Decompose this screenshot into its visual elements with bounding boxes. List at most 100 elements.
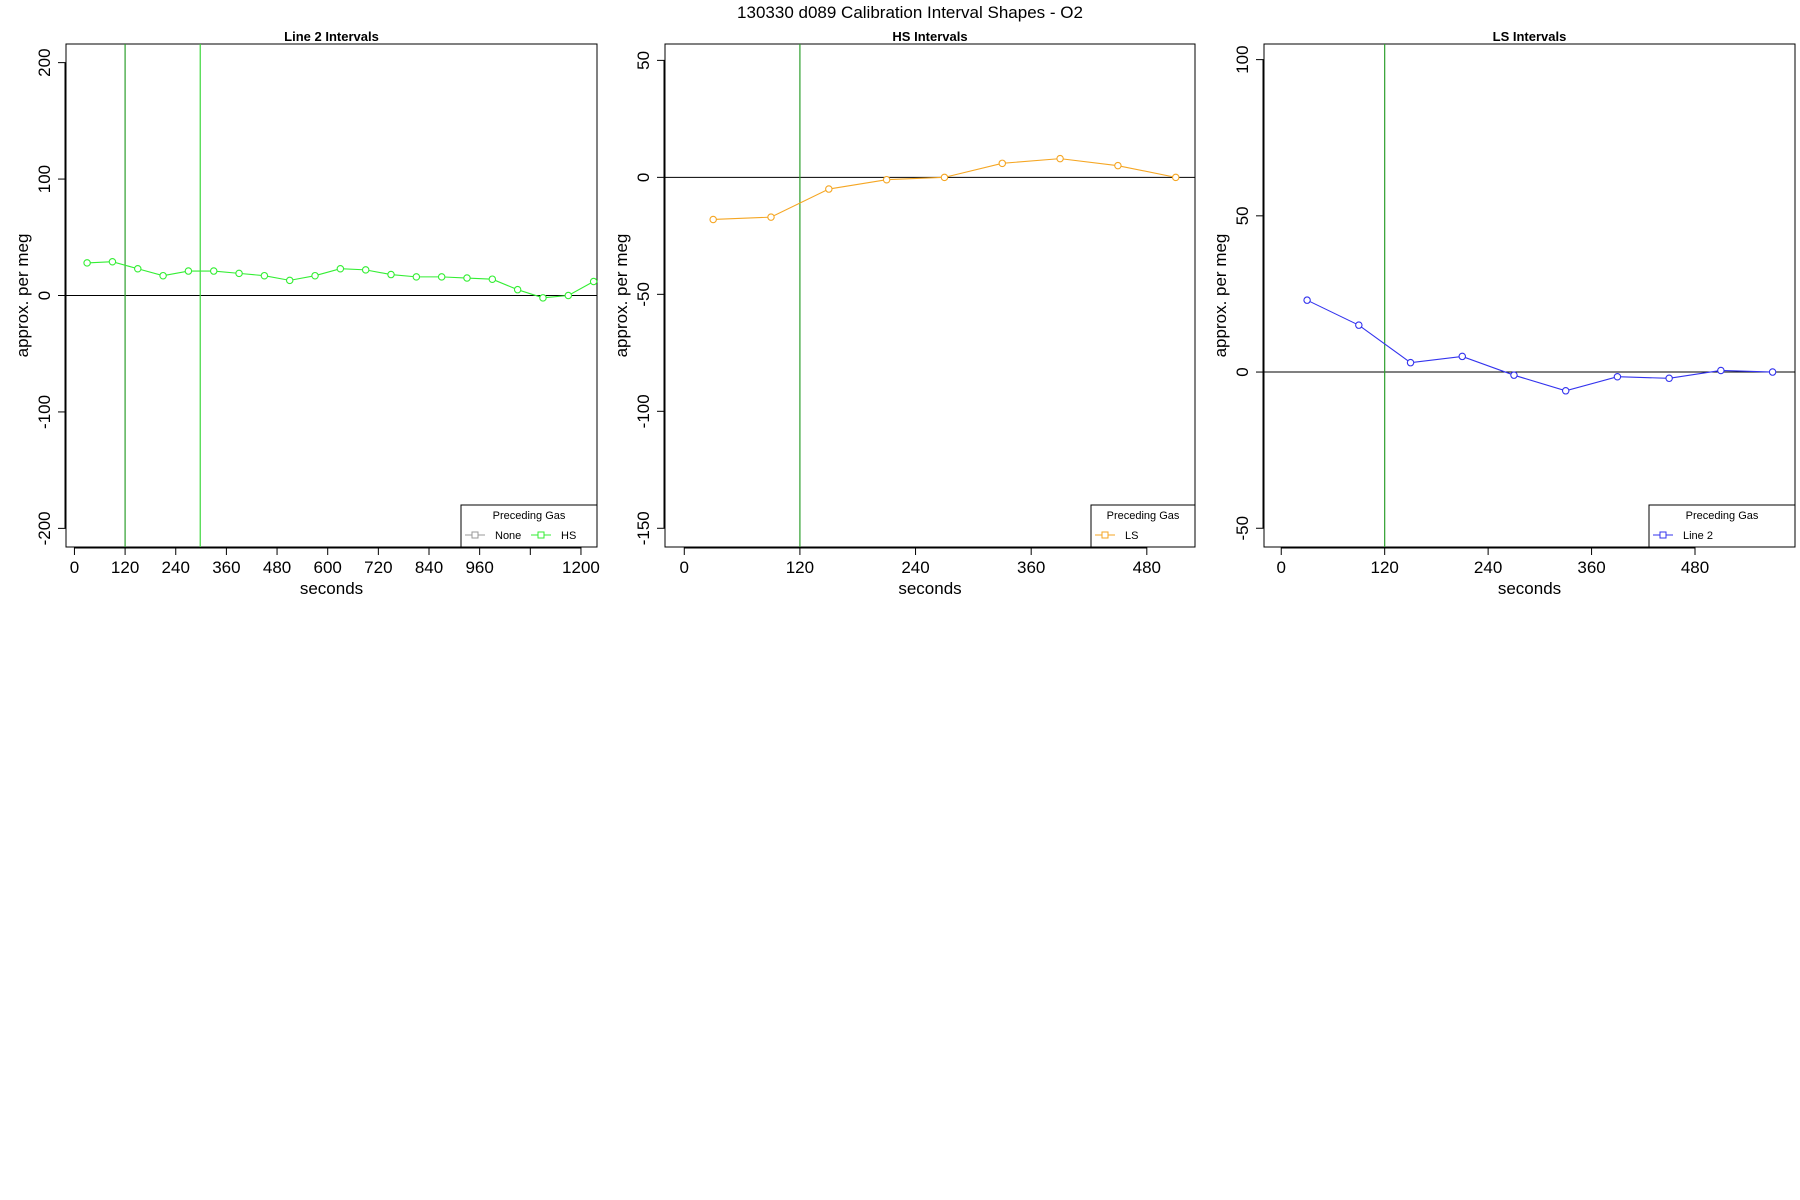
y-tick-label: 50 [634,51,653,70]
data-point [1458,352,1467,361]
data-point [564,291,573,300]
data-point [1056,154,1064,163]
data-point [1303,296,1311,304]
data-point [825,185,833,193]
x-axis-label: seconds [300,579,363,598]
x-tick-label: 240 [1474,558,1502,577]
data-point [285,276,294,285]
data-point [184,267,193,275]
x-tick-label: 0 [1277,558,1286,577]
plot-frame [1263,43,1796,548]
x-tick-label: 600 [314,558,342,577]
legend-entry-label: LS [1125,530,1138,542]
plot-frame [664,43,1196,548]
data-point [159,271,167,280]
legend-box [1090,504,1196,548]
data-point [1171,173,1180,182]
y-tick-label: 50 [1233,206,1252,225]
series-line [713,158,1176,221]
y-tick-label: 0 [35,291,54,300]
data-point [209,267,218,275]
data-point [1613,372,1622,381]
data-point [134,264,142,273]
figure-title: 130330 d089 Calibration Interval Shapes … [737,3,1083,22]
y-tick-label: -100 [35,395,54,429]
data-point [1665,374,1673,383]
x-tick-label: 840 [415,558,443,577]
legend-entry-label: None [495,530,521,542]
data-series [83,257,598,302]
y-axis-label: approx. per meg [13,234,32,358]
data-point [882,175,891,184]
legend-title: Preceding Gas [1107,510,1180,522]
legend-box [1648,504,1796,548]
chart-panel-2: HS Intervals 0 120 240 360 480 seconds -150 -100… [612,29,1196,598]
x-tick-label: 360 [212,558,240,577]
data-point [1114,161,1122,170]
x-tick-label: 240 [162,558,190,577]
y-tick-label: 200 [35,48,54,76]
x-tick-label: 120 [1370,558,1398,577]
x-tick-label: 0 [680,558,689,577]
x-axis-label: seconds [1498,579,1561,598]
legend-key-marker [471,531,479,539]
x-axis-label: seconds [898,579,961,598]
y-tick-label: 100 [35,165,54,193]
legend-box [460,504,598,548]
y-tick-label: 0 [1233,367,1252,376]
legend-key-marker [1659,531,1667,539]
data-point [336,264,345,273]
x-tick-label: 120 [786,558,814,577]
y-tick-label: -50 [634,282,653,307]
data-point [361,266,370,274]
chart-panels: Line 2 Intervals 0 120 240 360 480 600 720 840 96… [13,29,1796,598]
data-point [539,294,547,302]
data-point [387,270,395,279]
legend-title: Preceding Gas [1686,510,1759,522]
data-point [1561,387,1570,395]
data-point [767,213,775,221]
data-series [1303,296,1777,395]
x-tick-label: 720 [364,558,392,577]
data-point [488,275,497,283]
legend-entry-label: HS [561,530,576,542]
data-point [998,159,1007,168]
legend-key-marker [1101,531,1109,539]
y-tick-label: -50 [1233,516,1252,541]
data-point [709,215,717,224]
legend-entry-label: Line 2 [1683,530,1713,542]
panel-title: LS Intervals [1493,29,1567,44]
x-tick-label: 360 [1017,558,1045,577]
panel-title: HS Intervals [892,29,967,44]
legend: Preceding Gas Line 2 [1648,504,1796,548]
data-point [412,273,421,281]
y-tick-label: -100 [634,394,653,428]
x-tick-label: 240 [901,558,929,577]
data-point [108,257,117,266]
x-tick-label: 480 [1133,558,1161,577]
legend-key-marker [537,531,545,539]
data-point [311,271,319,280]
x-tick-label: 960 [465,558,493,577]
data-point [1717,366,1725,375]
series-line [1306,299,1773,392]
data-point [1406,358,1415,367]
y-tick-label: 0 [634,173,653,182]
chart-panel-1: Line 2 Intervals 0 120 240 360 480 600 720 840 96… [13,29,600,598]
data-point [940,173,949,182]
legend: Preceding Gas LS [1090,504,1196,548]
chart-panel-3: LS Intervals 0 120 240 360 480 seconds -50 0 50 10… [1211,29,1796,598]
x-tick-label: 120 [111,558,139,577]
x-tick-label: 0 [70,558,79,577]
data-point [235,269,243,278]
x-tick-label: 360 [1577,558,1605,577]
data-point [437,273,446,281]
y-tick-label: -200 [35,511,54,545]
legend: Preceding Gas None HS [460,504,598,548]
y-tick-label: 100 [1233,45,1252,73]
panel-title: Line 2 Intervals [284,29,379,44]
data-point [463,274,471,282]
x-tick-label: 480 [1681,558,1709,577]
y-axis-label: approx. per meg [612,234,631,358]
